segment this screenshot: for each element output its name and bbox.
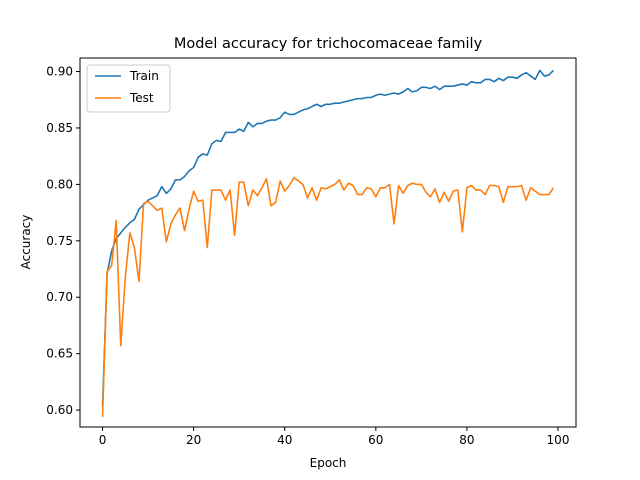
chart-title: Model accuracy for trichocomaceae family xyxy=(174,36,483,52)
y-tick-label: 0.65 xyxy=(46,347,73,361)
x-tick-label: 40 xyxy=(277,433,292,447)
x-tick-label: 100 xyxy=(547,433,570,447)
x-tick-label: 80 xyxy=(459,433,474,447)
y-tick-label: 0.70 xyxy=(46,290,73,304)
x-tick-label: 20 xyxy=(186,433,201,447)
legend-train-label: Train xyxy=(129,69,159,83)
y-tick-label: 0.90 xyxy=(46,65,73,79)
y-tick-label: 0.75 xyxy=(46,234,73,248)
legend-test-label: Test xyxy=(129,91,154,105)
y-axis: 0.60 0.65 0.70 0.75 0.80 0.85 0.90 xyxy=(46,65,80,417)
series-line-test xyxy=(101,176,555,417)
x-axis-title: Epoch xyxy=(310,456,347,470)
y-tick-label: 0.80 xyxy=(46,177,73,191)
x-tick-label: 60 xyxy=(368,433,383,447)
series-line-train xyxy=(101,69,555,407)
x-tick-label: 0 xyxy=(99,433,107,447)
y-tick-label: 0.60 xyxy=(46,403,73,417)
x-axis: 0 20 40 60 80 100 xyxy=(99,427,570,447)
legend: Train Test xyxy=(86,64,171,113)
y-tick-label: 0.85 xyxy=(46,121,73,135)
y-axis-title: Accuracy xyxy=(19,215,33,270)
axes-frame xyxy=(79,57,577,428)
plot-area xyxy=(101,69,555,417)
